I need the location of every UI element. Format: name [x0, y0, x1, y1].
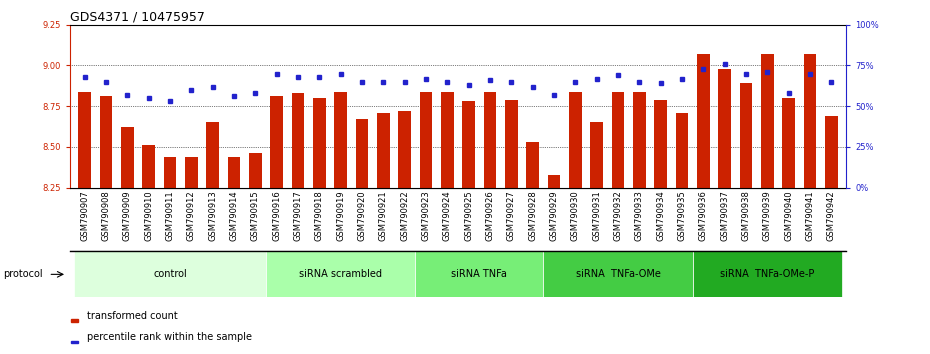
Bar [543, 251, 693, 297]
Bar [825, 116, 838, 188]
Bar [249, 153, 261, 188]
Bar [398, 111, 411, 188]
Text: siRNA TNFa: siRNA TNFa [451, 269, 507, 279]
Bar [675, 113, 688, 188]
Bar [591, 122, 603, 188]
Bar [377, 113, 390, 188]
Bar [804, 54, 817, 188]
Bar [782, 98, 795, 188]
Bar [761, 54, 774, 188]
Bar [718, 69, 731, 188]
Bar [505, 100, 518, 188]
Bar [228, 157, 241, 188]
Text: siRNA  TNFa-OMe: siRNA TNFa-OMe [576, 269, 660, 279]
Bar [441, 92, 454, 188]
Bar [142, 145, 155, 188]
Bar [548, 175, 561, 188]
Bar [693, 251, 842, 297]
Bar [526, 142, 539, 188]
Bar [416, 251, 543, 297]
Bar [185, 157, 198, 188]
Bar [612, 92, 624, 188]
Bar [697, 54, 710, 188]
Bar [355, 119, 368, 188]
Bar [71, 341, 78, 343]
Bar [100, 96, 113, 188]
Text: GDS4371 / 10475957: GDS4371 / 10475957 [70, 11, 205, 24]
Bar [569, 92, 582, 188]
Text: siRNA scrambled: siRNA scrambled [299, 269, 382, 279]
Text: transformed count: transformed count [87, 311, 178, 321]
Bar [633, 92, 645, 188]
Bar [334, 92, 347, 188]
Bar [292, 93, 304, 188]
Bar [271, 96, 283, 188]
Text: protocol: protocol [3, 269, 43, 279]
Bar [164, 157, 177, 188]
Bar [74, 251, 266, 297]
Bar [484, 92, 497, 188]
Bar [78, 92, 91, 188]
Bar [655, 100, 667, 188]
Text: percentile rank within the sample: percentile rank within the sample [87, 332, 252, 342]
Bar [206, 122, 219, 188]
Bar [739, 84, 752, 188]
Text: control: control [153, 269, 187, 279]
Text: siRNA  TNFa-OMe-P: siRNA TNFa-OMe-P [720, 269, 815, 279]
Bar [419, 92, 432, 188]
Bar [462, 101, 475, 188]
Bar [121, 127, 134, 188]
Bar [313, 98, 326, 188]
Bar [71, 319, 78, 322]
Bar [266, 251, 416, 297]
